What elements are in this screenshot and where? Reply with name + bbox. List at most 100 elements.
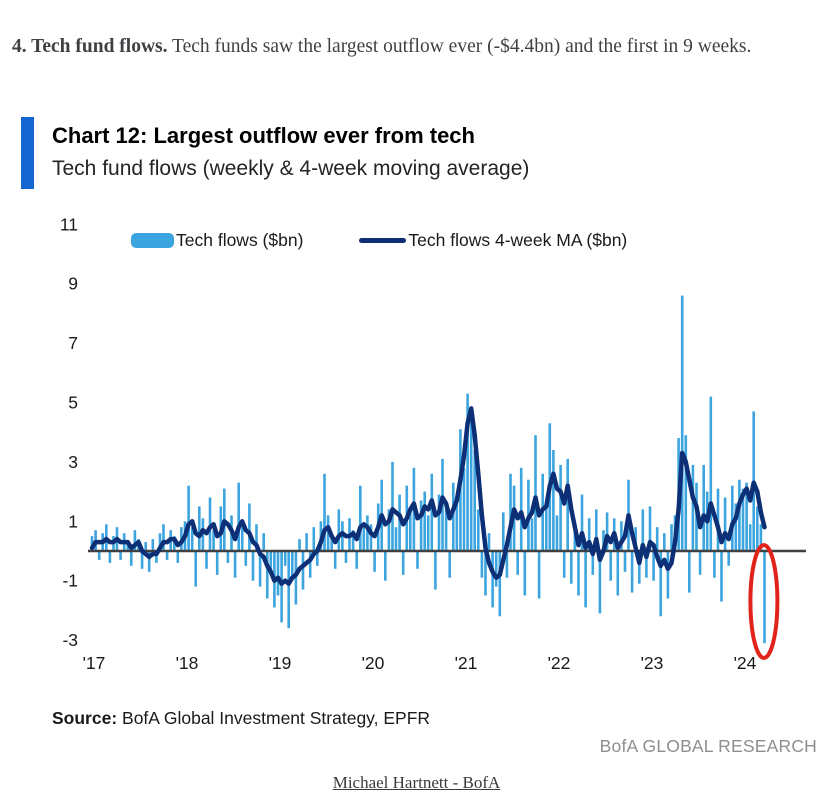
flows-bar bbox=[140, 551, 144, 569]
flows-bar bbox=[455, 497, 459, 551]
y-axis-tick-label: 11 bbox=[60, 214, 78, 234]
flows-bar bbox=[477, 509, 480, 551]
flows-bar bbox=[537, 551, 541, 599]
flows-bar bbox=[359, 485, 362, 551]
flows-bar bbox=[97, 551, 101, 560]
flows-bar bbox=[448, 551, 451, 578]
legend-item-flows: Tech flows ($bn) bbox=[131, 230, 303, 251]
flows-bar bbox=[641, 509, 645, 551]
flows-bar bbox=[727, 551, 730, 566]
flows-bar bbox=[266, 551, 269, 599]
flows-bar bbox=[552, 450, 555, 551]
y-axis-tick-label: 5 bbox=[68, 393, 78, 413]
flows-bar bbox=[305, 533, 308, 551]
flows-bar bbox=[269, 551, 273, 575]
flows-bar bbox=[491, 551, 494, 608]
flows-bar bbox=[759, 524, 763, 551]
flows-bar bbox=[559, 464, 562, 551]
flows-bar bbox=[620, 521, 623, 551]
flows-bar bbox=[587, 518, 591, 551]
flows-bar bbox=[362, 527, 366, 551]
flows-bar bbox=[162, 524, 165, 551]
flows-bar bbox=[258, 551, 262, 587]
flows-bar bbox=[609, 551, 612, 581]
flows-bar bbox=[684, 435, 688, 551]
legend-item-ma: Tech flows 4-week MA ($bn) bbox=[359, 230, 627, 251]
flows-bar bbox=[312, 527, 316, 551]
chart-titles: Chart 12: Largest outflow ever from tech… bbox=[52, 115, 529, 189]
flows-bar bbox=[663, 533, 666, 551]
flows-bar bbox=[151, 539, 155, 551]
flows-bar bbox=[190, 527, 194, 551]
flows-bar bbox=[745, 482, 748, 551]
flows-bar bbox=[605, 512, 609, 551]
y-axis-tick-label: -3 bbox=[62, 630, 78, 650]
flows-bar bbox=[426, 515, 430, 551]
flows-bar bbox=[756, 506, 759, 551]
y-axis-tick-labels: 11 9 7 5 3 1 -1 -3 bbox=[60, 214, 78, 650]
flows-bar bbox=[155, 551, 158, 563]
flows-bar bbox=[165, 551, 169, 560]
flows-bar bbox=[283, 551, 287, 566]
flows-bar bbox=[763, 551, 766, 644]
flows-bar bbox=[262, 533, 265, 551]
flows-bar bbox=[409, 512, 412, 551]
flows-bar bbox=[659, 551, 662, 617]
flows-bar bbox=[276, 551, 280, 596]
flows-bar bbox=[602, 530, 605, 551]
flows-bar bbox=[623, 551, 627, 572]
x-axis-tick-label: '19 bbox=[269, 653, 292, 673]
flows-bar bbox=[244, 551, 248, 566]
flows-bar bbox=[323, 473, 326, 551]
flows-bar bbox=[466, 393, 469, 551]
flows-bar bbox=[298, 539, 301, 551]
flows-bar bbox=[158, 533, 162, 551]
flows-bar bbox=[523, 551, 527, 596]
flows-bar bbox=[251, 551, 255, 581]
flows-bar bbox=[233, 551, 237, 578]
flows-bar bbox=[355, 551, 358, 569]
ma-swatch bbox=[359, 238, 407, 243]
x-axis-tick-label: '24 bbox=[734, 653, 757, 673]
flows-bar bbox=[723, 497, 727, 551]
ma-line bbox=[89, 406, 767, 586]
flows-bar bbox=[555, 515, 559, 551]
x-axis-tick-label: '23 bbox=[641, 653, 664, 673]
flows-bar bbox=[366, 515, 369, 551]
flows-bar bbox=[598, 551, 602, 614]
flows-bar bbox=[294, 551, 298, 605]
accent-bar bbox=[21, 117, 34, 189]
source-label: Source: bbox=[52, 708, 118, 728]
flows-bar bbox=[645, 551, 648, 578]
y-axis-tick-label: 7 bbox=[68, 333, 78, 353]
flows-bar bbox=[344, 551, 348, 563]
flows-bar bbox=[473, 450, 476, 551]
flows-bar bbox=[387, 509, 391, 551]
flows-bar bbox=[119, 551, 122, 560]
flows-bar bbox=[591, 551, 595, 575]
flows-bar bbox=[680, 295, 684, 551]
flows-bar bbox=[516, 551, 519, 575]
flows-bar bbox=[212, 530, 215, 551]
flows-bar bbox=[130, 551, 133, 566]
flows-bar bbox=[498, 551, 502, 617]
tech-flows-chart: 11 9 7 5 3 1 -1 -3'17 '18 '19 '20 '21 '22 '23 '24 bbox=[60, 214, 806, 673]
intro-lead: 4. Tech fund flows. bbox=[12, 35, 168, 57]
x-axis-tick-label: '20 bbox=[362, 653, 385, 673]
y-axis-tick-label: -1 bbox=[62, 571, 78, 591]
flows-bar bbox=[369, 524, 373, 551]
flows-bar bbox=[401, 551, 405, 575]
flows-bar bbox=[351, 530, 355, 551]
flows-bar bbox=[691, 464, 695, 551]
flows-bar bbox=[316, 551, 319, 566]
flows-bar bbox=[201, 518, 205, 551]
flows-bar bbox=[215, 551, 219, 575]
flows-bar bbox=[301, 551, 305, 590]
flows-bar bbox=[452, 482, 455, 551]
flows-bar bbox=[194, 551, 197, 587]
flows-bar bbox=[562, 551, 566, 578]
bofa-global-research-brand: BofA GLOBAL RESEARCH bbox=[599, 736, 817, 756]
author-link[interactable]: Michael Hartnett - BofA bbox=[332, 773, 501, 792]
ma-legend-label: Tech flows 4-week MA ($bn) bbox=[408, 230, 628, 250]
